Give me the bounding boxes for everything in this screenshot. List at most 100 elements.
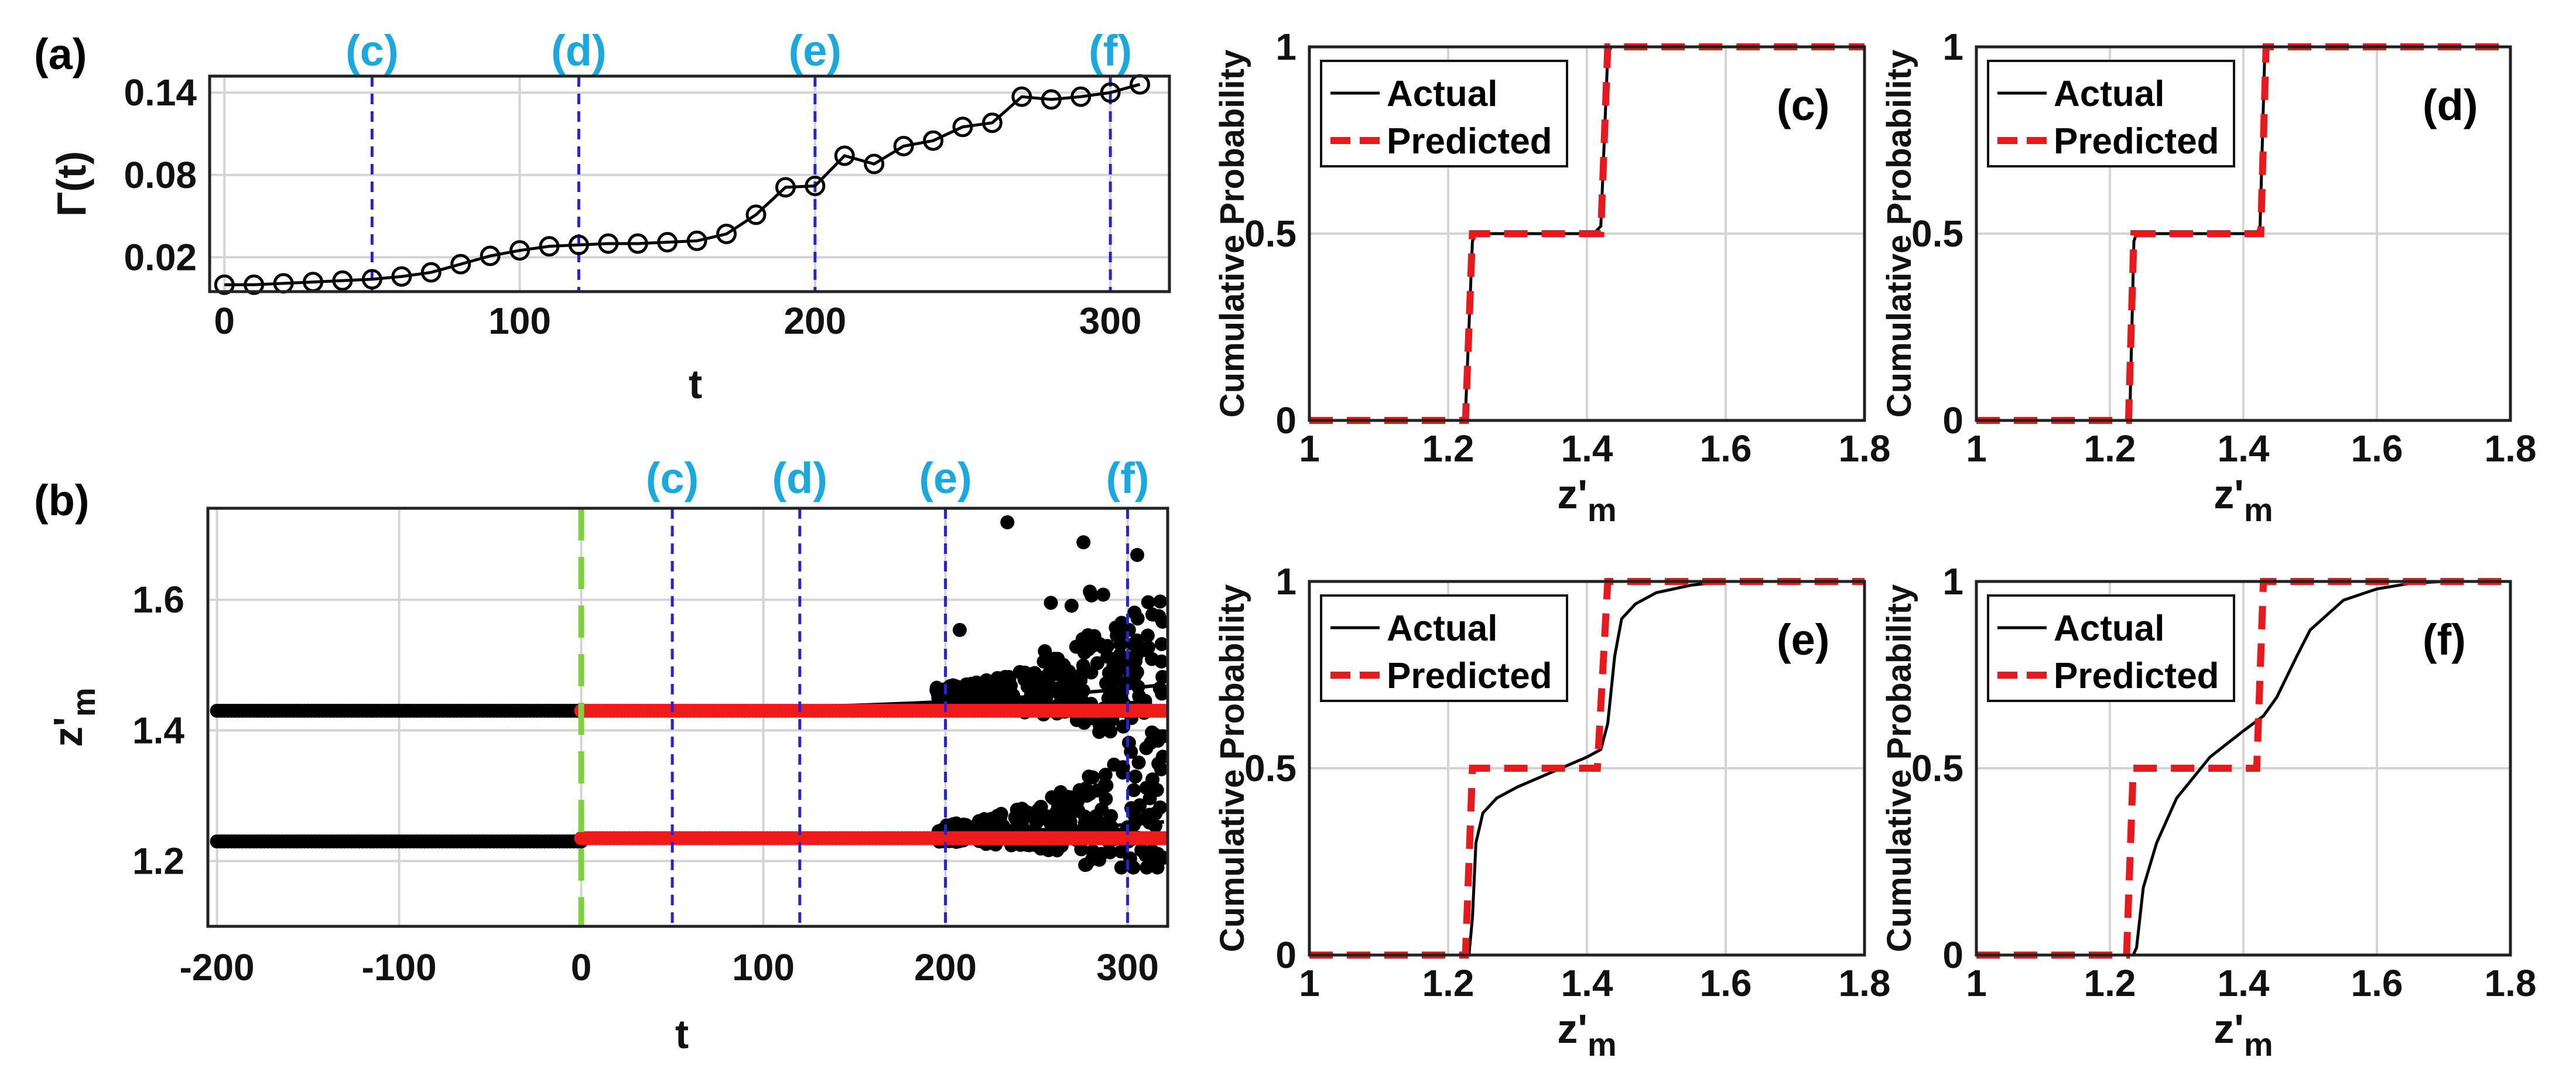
x-tick-label: 100 [488,300,551,342]
actual-point [1103,724,1118,739]
actual-point [1015,815,1029,829]
x-tick-label: 1.2 [2084,962,2136,1004]
gamma-point [332,270,353,291]
gamma-point [775,177,796,198]
x-tick-label: 200 [784,300,846,342]
panel-e: 1 1.2 1.4 1.6 1.8 0 0.5 1 Actual Predicted (e) z'm C… [1213,560,1890,1063]
actual-point [1155,686,1168,701]
actual-point [952,622,967,637]
y-axis-label: Cumulative Probability [1213,50,1251,417]
actual-point [1078,858,1093,872]
actual-point [1127,783,1141,798]
x-tick-label: 300 [1096,946,1159,988]
axes-box [1308,580,1866,957]
gamma-point [893,136,914,157]
x-tick-label: 1.8 [2485,962,2537,1004]
actual-point [1092,717,1107,732]
gamma-point [686,230,707,251]
x-tick-label: 0 [214,300,235,342]
marker-label: (d) [551,26,607,75]
x-tick-label: 300 [1079,300,1142,342]
gamma-point [981,112,1003,134]
axes-box [1975,45,2512,422]
marker-label: (e) [919,454,971,502]
x-tick-label: 1 [1299,962,1320,1004]
y-tick-label: 0.5 [1911,213,1963,255]
y-axis-label: Cumulative Probability [1880,584,1918,952]
legend-label-actual: Actual [2054,608,2164,649]
y-tick-label: 0.14 [124,71,197,114]
actual-point [1101,691,1116,706]
actual-point [1081,642,1096,656]
x-tick-label: 1.2 [2084,427,2136,470]
gamma-point [864,153,885,174]
panel-c: 1 1.2 1.4 1.6 1.8 0 0.5 1 Actual Predicted (c) z'm C… [1213,26,1890,528]
actual-point [1140,628,1155,643]
actual-point [1012,665,1027,679]
y-tick-label: 0.5 [1911,747,1963,789]
panel-label: (f) [2423,615,2466,664]
y-tick-label: 0 [1942,934,1963,976]
gamma-point [244,274,265,295]
actual-point [1153,594,1168,609]
actual-point [1079,781,1093,796]
y-tick-label: 0 [1275,399,1296,442]
y-tick-label: 1 [1942,26,1963,68]
axes-box [206,507,1169,928]
x-tick-label: 1.6 [1700,962,1752,1004]
x-tick-label: 1.8 [1839,427,1891,470]
actual-point [1086,770,1100,785]
actual-point [1154,654,1168,669]
legend-label-actual: Actual [2054,74,2164,114]
actual-point [1074,842,1089,857]
legend-label-predicted: Predicted [2054,121,2219,162]
actual-point [1141,595,1155,610]
actual-point [1034,799,1048,814]
actual-point [1063,675,1078,689]
actual-point [1130,665,1144,679]
actual-point [1130,611,1145,626]
actual-point [1049,659,1063,673]
legend-box [1987,594,2235,702]
actual-point [1131,755,1146,770]
actual-point [1139,741,1154,755]
legend: Actual Predicted [1320,594,1568,702]
x-axis-label: z'm [2214,1006,2273,1063]
x-axis-label: z'm [1557,1006,1616,1063]
y-axis-label: z'm [45,687,102,747]
actual-point [1098,768,1113,782]
actual-point [1044,596,1058,610]
gamma-point [834,145,855,166]
actual-point [1133,798,1147,813]
legend-label-predicted: Predicted [1387,656,1552,696]
x-tick-label: 1 [1299,427,1320,470]
y-tick-label: 1.6 [132,579,184,621]
y-tick-label: 0 [1942,399,1963,442]
y-axis-label: Γ(t) [49,151,94,217]
panel-a: 0 100 200 300 0.02 0.08 0.14 (c) (d) (e) (f) t Γ(t) (… [34,26,1171,407]
actual-point [1145,607,1160,622]
x-tick-label: 1.4 [2218,427,2270,470]
actual-point [1138,847,1152,862]
actual-point [1083,584,1097,599]
actual-point [1010,802,1024,817]
gamma-point [1100,82,1121,103]
actual-point [1040,672,1055,687]
predicted-point [1157,831,1168,846]
x-tick-label: 100 [732,946,795,988]
actual-point [1140,860,1154,875]
legend: Actual Predicted [1987,594,2235,702]
panel-b: -200 -100 0 100 200 300 1.2 1.4 1.6 (c) (d) (e) (f) t… [34,454,1169,1057]
gamma-point [627,233,648,254]
gamma-point [420,262,442,283]
actual-point [957,686,972,701]
y-tick-label: 1 [1275,560,1296,603]
gamma-point [509,240,531,261]
legend-box [1320,594,1568,702]
x-tick-label: 1 [1966,427,1987,470]
x-tick-label: 1 [1966,962,1987,1004]
panel-d: 1 1.2 1.4 1.6 1.8 0 0.5 1 Actual Predicted (d) z'm C… [1880,26,2536,528]
x-tick-label: 1.2 [1422,427,1475,470]
panel-label: (a) [34,30,87,78]
y-tick-label: 1 [1942,560,1963,603]
